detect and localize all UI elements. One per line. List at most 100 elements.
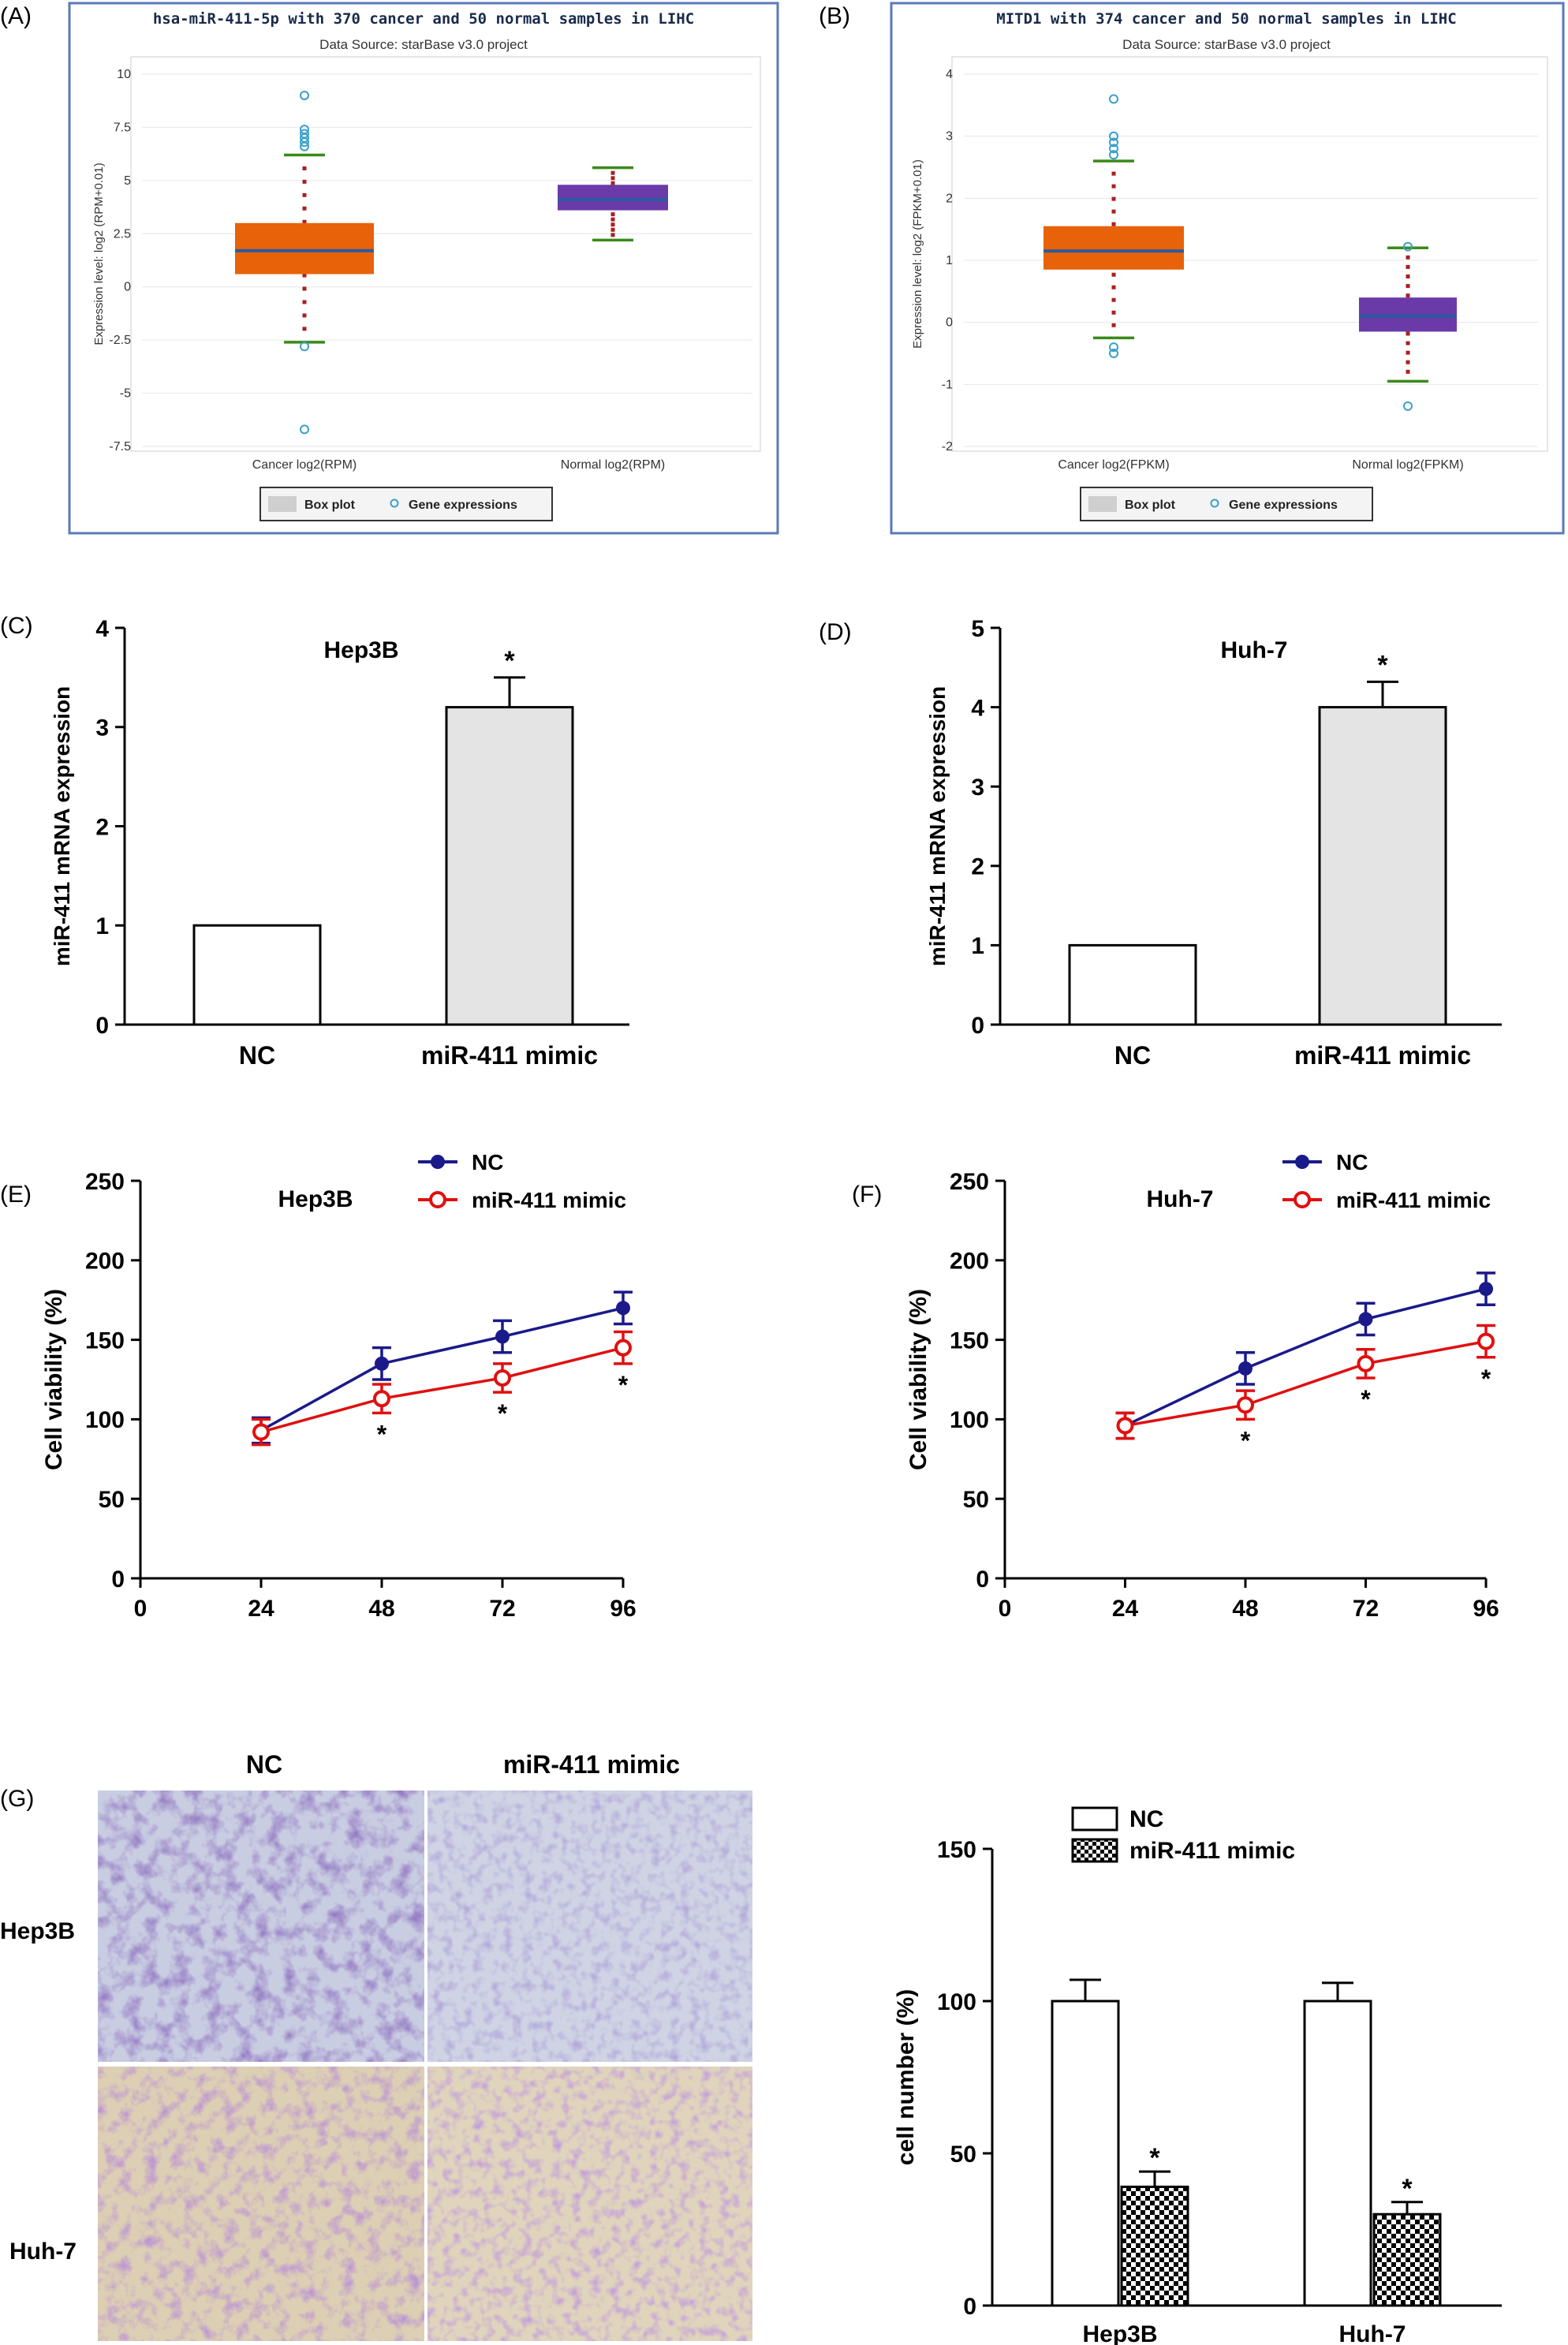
chart-title: Hep3B <box>278 1186 353 1212</box>
panel-a-legend: Box plot Gene expressions <box>259 487 553 521</box>
legend-box-label: Box plot <box>304 498 356 512</box>
x-tick-label: 0 <box>134 1596 147 1622</box>
panel-a-subtitle: Data Source: starBase v3.0 project <box>319 37 528 52</box>
micrograph-hep3b-mimic <box>427 1790 752 2062</box>
y-tick-label: 200 <box>85 1249 125 1275</box>
legend-gene-marker-b <box>1210 498 1219 508</box>
legend-label: NC <box>472 1150 503 1174</box>
legend-swatch <box>1071 1838 1118 1863</box>
x-tick-label: 48 <box>1232 1596 1258 1622</box>
y-tick-label: 0 <box>111 1566 125 1593</box>
y-tick-label: 1 <box>946 254 953 267</box>
whisker-dot <box>1111 196 1116 201</box>
outlier-point <box>1403 401 1413 411</box>
bar-chart-d: 0 1 2 3 4 5 miR-411 mRNA expression Huh-7 NC * miR… <box>925 616 1502 1070</box>
x-tick-label: 96 <box>610 1596 636 1622</box>
data-point <box>1237 1396 1254 1414</box>
outlier-point <box>300 141 309 151</box>
whisker-dot <box>610 181 615 185</box>
whisker-dot <box>1111 310 1116 315</box>
x-category-label: Cancer log2(FPKM) <box>1058 458 1169 472</box>
panel-label-g: (G) <box>0 1786 34 1812</box>
legend-label: miR-411 mimic <box>472 1188 626 1212</box>
whisker-dot <box>1406 255 1410 260</box>
legend-label: miR-411 mimic <box>1129 1838 1295 1864</box>
legend-swatch <box>1071 1806 1118 1832</box>
y-tick-label: 0 <box>946 316 953 330</box>
whisker-dot <box>1111 285 1116 289</box>
legend-gene-label: Gene expressions <box>409 498 517 512</box>
whisker-dot <box>302 206 307 211</box>
panel-b-subtitle: Data Source: starBase v3.0 project <box>1122 37 1331 52</box>
y-axis-label: Cell viability (%) <box>41 1289 67 1470</box>
whisker-dot <box>610 227 615 232</box>
y-tick-label: 5 <box>124 174 131 188</box>
data-point <box>614 1339 632 1357</box>
x-category-label: NC <box>1114 1041 1151 1070</box>
y-tick-label: 0 <box>95 1013 109 1039</box>
panel-label-f: (F) <box>852 1182 882 1208</box>
panel-label-c: (C) <box>0 613 33 639</box>
y-tick-label: 100 <box>950 1407 989 1433</box>
y-tick-label: 0 <box>963 2294 976 2320</box>
data-point <box>373 1390 390 1408</box>
data-point <box>1238 1361 1253 1376</box>
legend-label: NC <box>1129 1806 1163 1832</box>
data-point <box>375 1356 389 1371</box>
outlier-point <box>300 137 309 147</box>
y-tick-label: 150 <box>937 1837 976 1863</box>
whisker-dot <box>1406 331 1410 336</box>
series-line <box>1124 1287 1487 1428</box>
y-tick-label: 100 <box>937 1989 976 2015</box>
chart-title: Huh-7 <box>1147 1186 1214 1212</box>
significance-mark: * <box>1361 1385 1371 1413</box>
legend-marker <box>1294 1191 1311 1208</box>
outlier-point <box>1109 150 1118 160</box>
panel-a-title: hsa-miR-411-5p with 370 cancer and 50 no… <box>153 10 694 28</box>
significance-mark: * <box>1377 650 1388 680</box>
y-tick-label: 250 <box>950 1169 989 1195</box>
legend-gene-label-b: Gene expressions <box>1229 498 1338 512</box>
y-tick-label: 3 <box>95 715 109 741</box>
whisker-dot <box>302 300 307 304</box>
y-tick-label: -1 <box>942 378 953 391</box>
x-tick-label: 0 <box>999 1596 1012 1622</box>
whisker-dot <box>1111 171 1116 176</box>
y-tick-label: 0 <box>976 1566 989 1593</box>
outlier-point <box>1109 349 1118 358</box>
x-tick-label: 72 <box>489 1596 515 1622</box>
boxplot-panel-b: MITD1 with 374 cancer and 50 normal samp… <box>890 2 1565 535</box>
legend-gene-marker <box>390 498 399 508</box>
whisker-dot <box>610 233 615 237</box>
y-tick-label: 0 <box>971 1013 984 1039</box>
micrograph-col-mimic: miR-411 mimic <box>503 1750 680 1779</box>
whisker-dot <box>1406 360 1410 364</box>
y-tick-label: -2 <box>942 440 953 454</box>
y-tick-label: 2 <box>95 814 109 840</box>
y-axis-label: miR-411 mRNA expression <box>50 686 74 966</box>
significance-mark: * <box>1149 2143 1160 2173</box>
panel-b-title: MITD1 with 374 cancer and 50 normal samp… <box>996 10 1456 28</box>
outlier-point <box>300 90 309 100</box>
y-tick-label: -5 <box>120 387 131 401</box>
whisker-dot <box>1406 350 1410 355</box>
data-point <box>1477 1332 1495 1350</box>
y-tick-label: 3 <box>971 775 984 801</box>
legend-marker <box>429 1191 446 1208</box>
bar <box>445 706 574 1026</box>
whisker-dot <box>302 286 307 291</box>
whisker-dot <box>1406 369 1410 374</box>
y-tick-label: 2 <box>946 192 953 205</box>
bar <box>1068 943 1197 1026</box>
panel-a-plot: 10 7.5 5 2.5 0 -2.5 -5 -7.5 Cancer log2(RPM) Norm… <box>109 68 752 472</box>
y-tick-label: 3 <box>946 130 953 144</box>
y-tick-label: 50 <box>963 1487 989 1513</box>
outlier-point <box>300 424 309 435</box>
line-chart-f: 0 50 100 150 200 250 Cell viability (%) 0 24 48 72… <box>905 1150 1499 1622</box>
panel-label-e: (E) <box>0 1182 32 1208</box>
y-tick-label: 4 <box>946 68 953 81</box>
data-point <box>494 1369 511 1387</box>
panel-label-a: (A) <box>0 3 32 29</box>
data-point <box>616 1301 630 1316</box>
whisker-dot <box>610 212 615 217</box>
